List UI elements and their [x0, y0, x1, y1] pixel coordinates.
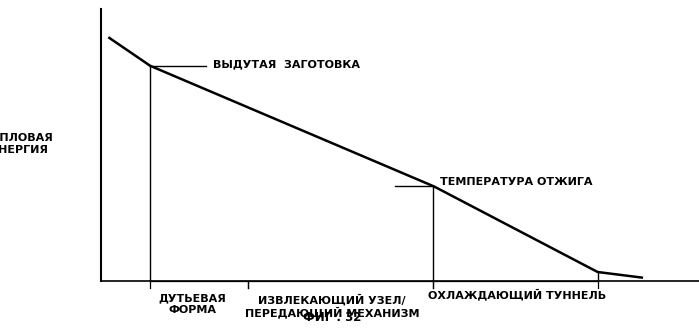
Text: ТЕМПЕРАТУРА ОТЖИГА: ТЕМПЕРАТУРА ОТЖИГА — [440, 177, 593, 187]
Text: ОХЛАЖДАЮЩИЙ ТУННЕЛЬ: ОХЛАЖДАЮЩИЙ ТУННЕЛЬ — [428, 289, 606, 300]
Text: ДУТЬЕВАЯ
ФОРМА: ДУТЬЕВАЯ ФОРМА — [159, 293, 226, 315]
Text: ВЫДУТАЯ  ЗАГОТОВКА: ВЫДУТАЯ ЗАГОТОВКА — [213, 59, 360, 69]
Text: ТЕПЛОВАЯ
ЭНЕРГИЯ: ТЕПЛОВАЯ ЭНЕРГИЯ — [0, 133, 54, 155]
Text: ИЗВЛЕКАЮЩИЙ УЗЕЛ/
ПЕРЕДАЮЩИЙ МЕХАНИЗМ: ИЗВЛЕКАЮЩИЙ УЗЕЛ/ ПЕРЕДАЮЩИЙ МЕХАНИЗМ — [245, 293, 419, 319]
Text: ФИГ . 32: ФИГ . 32 — [303, 311, 361, 324]
